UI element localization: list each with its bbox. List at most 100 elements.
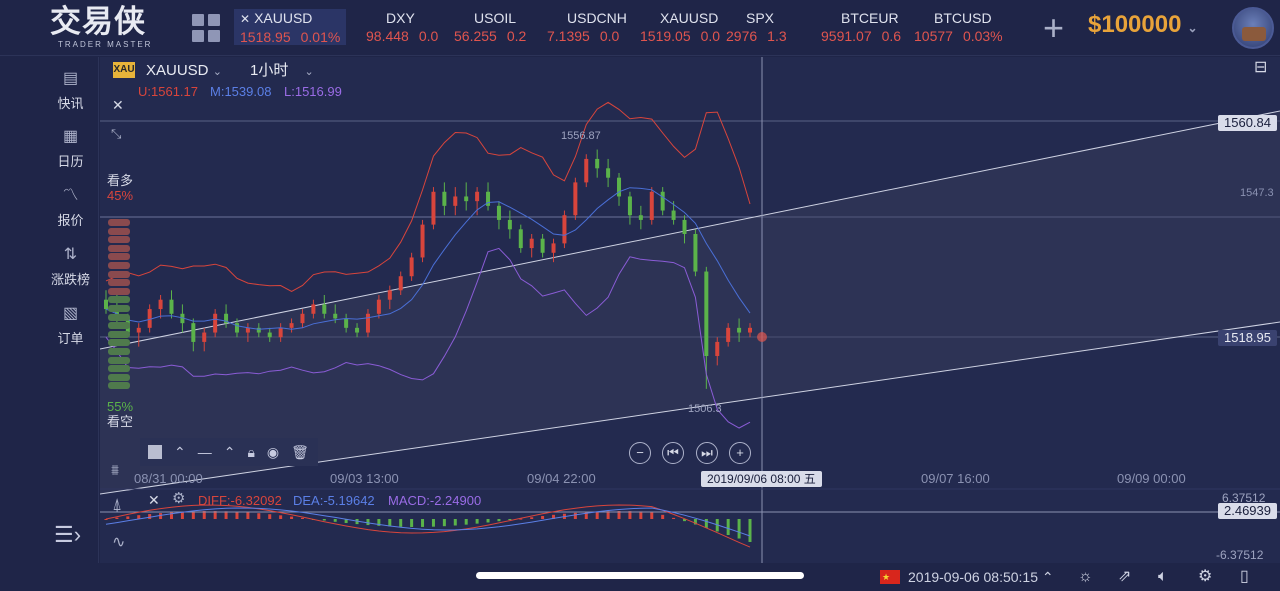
close-icon[interactable]: ✕: [240, 12, 251, 26]
datetime-value: 2019-09-06 08:50:15: [908, 569, 1038, 585]
add-icon[interactable]: +: [1043, 7, 1065, 48]
logo-cn: 交易侠: [50, 4, 146, 40]
macd-bar: [148, 514, 152, 519]
ticker-xauusd[interactable]: XAUUSD 1519.05 0.0: [634, 9, 722, 45]
candle-body: [387, 290, 392, 300]
macd-bar: [628, 511, 632, 519]
macd-axis-bottom: -6.37512: [1216, 548, 1264, 562]
candle-body: [540, 238, 545, 253]
sidebar-item-news[interactable]: ▤ 快讯: [42, 69, 99, 112]
ticker-dxy[interactable]: DXY 98.448 0.0: [360, 9, 440, 45]
timeframe-value: 1小时: [250, 62, 289, 79]
current-price-marker: [757, 332, 767, 342]
macd-bar: [322, 519, 326, 521]
skip-back-icon[interactable]: ⏮︎: [662, 442, 684, 464]
macd-bar: [672, 517, 676, 519]
avatar[interactable]: [1232, 7, 1274, 49]
symbol-selector[interactable]: XAUUSD ⌄: [146, 61, 222, 82]
candle-body: [398, 276, 403, 291]
ticker-change: 0.0: [700, 28, 721, 44]
trash-icon[interactable]: 🗑︎: [291, 443, 309, 460]
price-chart[interactable]: [100, 57, 1280, 563]
candle-body: [376, 299, 381, 314]
boll-middle-value: M:1539.08: [210, 84, 272, 99]
ticker-usoil[interactable]: USOIL 56.255 0.2: [448, 9, 534, 45]
ticker-name: ✕ XAUUSD: [240, 9, 346, 28]
macd-dea-line: [105, 507, 751, 537]
macd-bar: [519, 518, 523, 520]
sentiment-segment: [108, 253, 130, 261]
status-datetime[interactable]: 2019-09-06 08:50:15 ⌃: [880, 567, 1054, 587]
macd-bar: [442, 519, 446, 527]
china-flag-icon: [880, 567, 900, 587]
sidebar-item-label: 涨跌榜: [50, 272, 90, 287]
ticker-xauusd[interactable]: ✕ XAUUSD 1518.95 0.01%: [234, 9, 346, 45]
settings-icon[interactable]: ⚙: [1198, 568, 1213, 585]
balance-button[interactable]: $100000 ⌄: [1088, 10, 1198, 43]
panel-toggle-icon[interactable]: ⊟: [1254, 59, 1268, 76]
macd-bar: [104, 519, 108, 520]
collapse-icon[interactable]: ⤡: [111, 126, 122, 141]
sidebar-item-orders[interactable]: ▧ 订单: [42, 304, 99, 347]
settings-gear-icon[interactable]: ⚙: [172, 490, 186, 507]
candle-body: [289, 323, 294, 328]
zoom-out-button[interactable]: −: [629, 442, 651, 464]
macd-bar: [552, 514, 556, 519]
ticker-name: BTCEUR: [821, 9, 903, 27]
ticker-spx[interactable]: SPX 2976 1.3: [720, 9, 808, 45]
candle-body: [617, 177, 622, 197]
close-macd-icon[interactable]: ✕: [148, 492, 160, 508]
macd-bar: [726, 519, 730, 536]
draw-tool-icon[interactable]: ⍋: [112, 495, 123, 514]
ticker-btceur[interactable]: BTCEUR 9591.07 0.6: [815, 9, 903, 45]
zoom-in-button[interactable]: +: [729, 442, 751, 464]
grid-menu-icon[interactable]: [192, 14, 220, 42]
x-axis-label: 09/04 22:00: [527, 471, 596, 486]
current-price-tag: 1518.95: [1218, 330, 1277, 346]
macd-bar: [180, 511, 184, 519]
close-indicator-icon[interactable]: ✕: [112, 97, 124, 113]
lock-icon[interactable]: 🔒︎: [247, 443, 255, 460]
sentiment-segment: [108, 330, 130, 338]
indicator-chart-icon[interactable]: ⩩: [111, 462, 120, 479]
ticker-values: 7.1395 0.0: [547, 27, 627, 45]
ticker-symbol: XAUUSD: [254, 10, 313, 26]
chevron-down-icon: ⌄: [1187, 21, 1198, 35]
ticker-name: DXY: [366, 9, 440, 27]
macd-bar: [224, 511, 228, 519]
macd-bar: [683, 519, 687, 522]
timeframe-selector[interactable]: 1小时 ⌄: [250, 61, 314, 82]
chevron-up-icon[interactable]: ⌃: [223, 443, 236, 460]
pulse-icon[interactable]: ∿: [112, 534, 126, 551]
skip-forward-icon[interactable]: ⏭︎: [696, 442, 718, 464]
sidebar-item-movers[interactable]: ⇅ 涨跌榜: [42, 245, 99, 288]
ticker-btcusd[interactable]: BTCUSD 10577 0.03%: [908, 9, 1018, 45]
x-axis-label: 09/07 16:00: [921, 471, 990, 486]
macd-bar: [191, 511, 195, 519]
ticker-values: 9591.07 0.6: [821, 27, 903, 45]
chevron-up-icon[interactable]: ⌃: [174, 443, 186, 460]
macd-dea-value: DEA:-5.19642: [293, 493, 375, 508]
eye-icon[interactable]: ◉: [266, 443, 280, 460]
sidebar-item-calendar[interactable]: ▦ 日历: [42, 127, 99, 170]
candle-body: [573, 182, 578, 216]
boll-lower-value: L:1516.99: [284, 84, 342, 99]
sidebar-item-quotes[interactable]: 〽 报价: [42, 186, 99, 229]
chart-panel[interactable]: [100, 57, 1280, 563]
brightness-icon[interactable]: ☼: [1078, 568, 1093, 585]
candle-body: [638, 215, 643, 220]
phone-icon[interactable]: ▯: [1240, 568, 1249, 585]
home-indicator[interactable]: [476, 572, 804, 579]
ticker-price: 7.1395: [547, 28, 590, 44]
candle-body: [355, 327, 360, 333]
candle-body: [365, 313, 370, 333]
share-icon[interactable]: ⇗: [1118, 568, 1132, 585]
sound-icon[interactable]: 🔈︎: [1158, 568, 1168, 585]
macd-bar: [300, 517, 304, 519]
color-swatch-button[interactable]: [148, 445, 162, 459]
line-style-button[interactable]: —: [197, 444, 212, 460]
ticker-usdcnh[interactable]: USDCNH 7.1395 0.0: [541, 9, 627, 45]
sort-arrows-icon: ⇅: [63, 246, 78, 263]
menu-icon[interactable]: ☰›: [54, 522, 82, 547]
candle-body: [671, 210, 676, 220]
